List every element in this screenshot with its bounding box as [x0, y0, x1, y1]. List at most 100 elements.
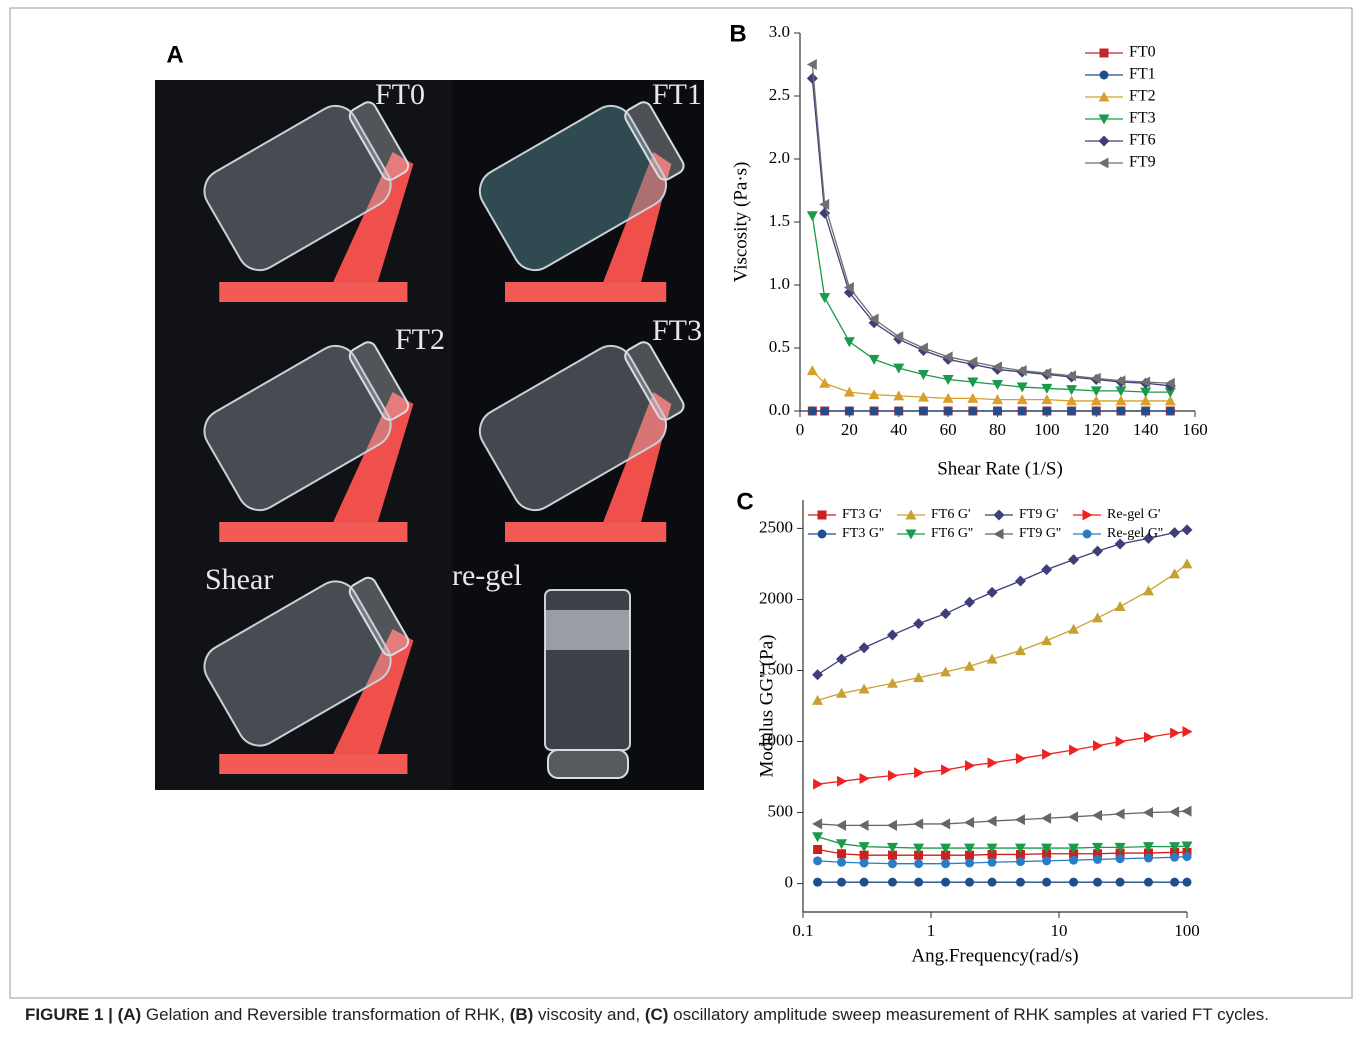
marker	[888, 859, 897, 868]
marker	[1069, 745, 1079, 756]
marker	[993, 407, 1002, 416]
marker	[1170, 853, 1179, 862]
legend-marker	[994, 529, 1004, 540]
marker	[1182, 524, 1193, 535]
marker	[987, 816, 997, 827]
legend-label: FT3 G''	[842, 526, 884, 541]
stand	[219, 282, 407, 302]
marker	[860, 858, 869, 867]
y-tick-label: 3.0	[769, 22, 790, 41]
marker	[1116, 878, 1125, 887]
legend-marker	[818, 511, 827, 520]
photo: FT2	[155, 320, 452, 560]
marker	[964, 597, 975, 608]
marker	[1092, 612, 1103, 622]
y-axis-title: Modulus GG'' (Pa)	[756, 634, 777, 777]
series-line	[818, 857, 1187, 864]
marker	[1042, 407, 1051, 416]
marker	[1042, 878, 1051, 887]
marker	[1018, 407, 1027, 416]
legend-label: FT3 G'	[842, 507, 881, 522]
photo-label: Shear	[205, 563, 273, 596]
marker	[1169, 527, 1180, 538]
marker	[1016, 753, 1026, 764]
photo: FT1	[452, 78, 704, 320]
x-tick-label: 1	[927, 921, 936, 940]
stand	[219, 522, 407, 542]
page: {"panel_a": {"label": "A", "photos": ["F…	[0, 0, 1355, 1055]
marker	[1042, 749, 1052, 760]
x-tick-label: 0.1	[792, 921, 813, 940]
marker	[812, 669, 823, 680]
series-line	[812, 78, 1170, 385]
legend-label: Re-gel G''	[1107, 526, 1163, 541]
marker	[836, 654, 847, 665]
marker	[988, 858, 997, 867]
series-line	[818, 732, 1187, 785]
x-tick-label: 80	[989, 420, 1006, 439]
marker	[869, 355, 880, 365]
marker	[813, 856, 822, 865]
marker	[1116, 407, 1125, 416]
x-tick-label: 120	[1084, 420, 1110, 439]
photo: Shear	[155, 560, 452, 790]
legend-label: FT9	[1129, 154, 1156, 171]
marker	[813, 779, 823, 790]
series-line	[818, 564, 1187, 700]
marker	[1115, 601, 1126, 611]
y-tick-label: 2.0	[769, 148, 790, 167]
marker	[807, 365, 818, 375]
photo-label: FT0	[375, 78, 425, 111]
marker	[1166, 407, 1175, 416]
legend-marker	[1083, 510, 1093, 521]
marker	[859, 820, 869, 831]
marker	[845, 407, 854, 416]
x-tick-label: 60	[940, 420, 957, 439]
marker	[812, 818, 822, 829]
marker	[1144, 878, 1153, 887]
marker	[964, 661, 975, 671]
photo-label: FT2	[395, 323, 445, 356]
x-tick-label: 0	[796, 420, 805, 439]
marker	[888, 770, 898, 781]
panel-label: A	[166, 41, 183, 68]
jar-base	[548, 750, 628, 778]
legend-label: FT9 G''	[1019, 526, 1061, 541]
marker	[844, 387, 855, 397]
y-tick-label: 2500	[759, 517, 793, 536]
stand	[219, 754, 407, 774]
legend-label: FT3	[1129, 110, 1156, 127]
marker	[870, 407, 879, 416]
marker	[941, 859, 950, 868]
marker	[819, 293, 830, 303]
marker	[836, 820, 846, 831]
marker	[964, 817, 974, 828]
marker	[1092, 810, 1102, 821]
marker	[1092, 407, 1101, 416]
marker	[887, 629, 898, 640]
marker	[1041, 813, 1051, 824]
marker	[1015, 645, 1026, 655]
marker	[913, 818, 923, 829]
legend-marker	[1099, 158, 1109, 169]
marker	[940, 818, 950, 829]
marker	[1069, 856, 1078, 865]
marker	[1068, 624, 1079, 634]
x-axis-title: Ang.Frequency(rad/s)	[911, 945, 1078, 966]
y-tick-label: 0.0	[769, 400, 790, 419]
marker	[1093, 878, 1102, 887]
marker	[1169, 568, 1180, 578]
series-line	[812, 65, 1170, 384]
photo-label: FT3	[652, 314, 702, 347]
legend-marker	[1100, 49, 1109, 58]
panel-label: C	[736, 488, 753, 515]
x-tick-label: 100	[1174, 921, 1200, 940]
marker	[914, 859, 923, 868]
y-tick-label: 1.5	[769, 211, 790, 230]
y-tick-label: 500	[768, 801, 794, 820]
marker	[1069, 878, 1078, 887]
marker	[860, 878, 869, 887]
x-tick-label: 10	[1051, 921, 1068, 940]
photo-label: FT1	[652, 78, 702, 111]
marker	[914, 767, 924, 778]
